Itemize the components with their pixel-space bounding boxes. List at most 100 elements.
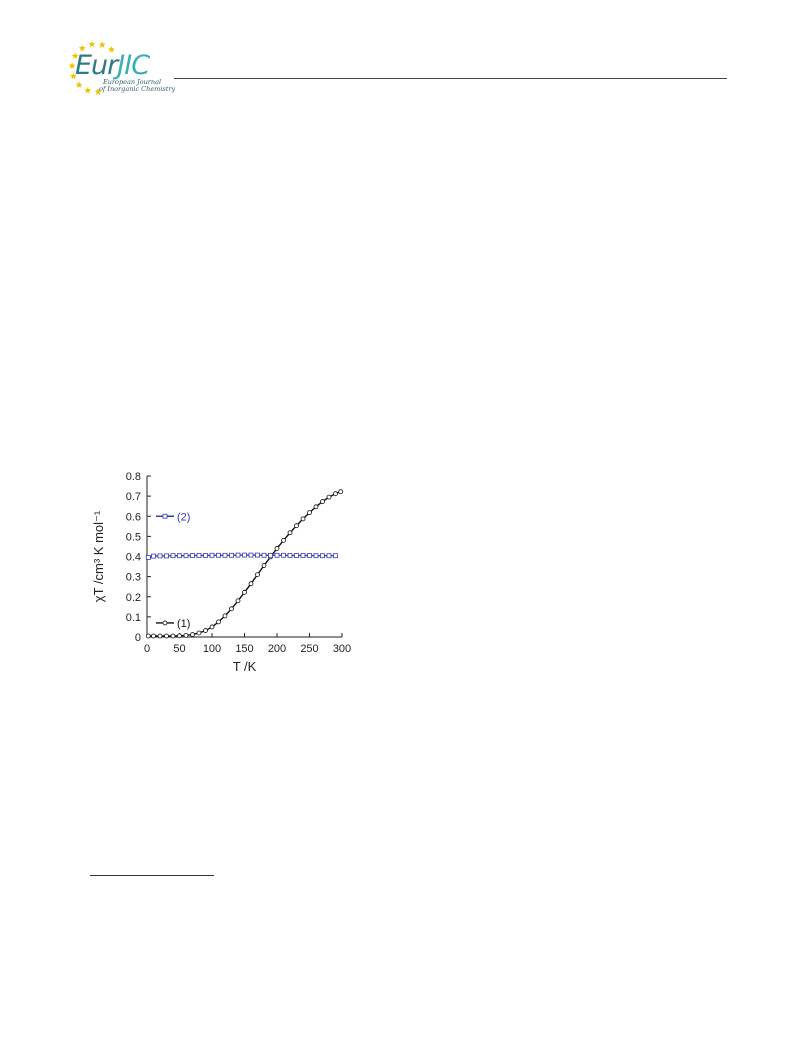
logo-star-icon [71,52,79,59]
data-point [300,553,306,558]
data-point [326,553,332,559]
logo-word-eur: Eur [75,50,118,81]
data-point [294,553,299,558]
y-axis-label: χT /cm³ K mol⁻¹ [91,510,106,602]
y-tick-label: 0.6 [126,511,141,523]
x-tick-label: 150 [235,643,253,655]
data-point [307,510,312,516]
legend-marker [162,513,168,519]
x-axis-label: T /K [233,659,257,674]
data-point [170,553,176,559]
data-point [190,632,195,637]
data-point [326,494,332,500]
data-point [242,589,247,595]
header-rule [174,78,727,79]
y-tick-label: 0.8 [126,471,141,483]
data-point [190,553,195,558]
data-point [320,553,325,559]
data-point [222,552,228,558]
data-point [268,552,273,558]
data-point [242,552,247,558]
journal-header: EurJIC European Journal of Inorganic Che… [0,0,789,110]
logo-stars-icon [68,42,115,95]
y-tick-label: 0.5 [126,531,141,543]
data-point [255,572,260,578]
chart: 0 0.1 0.2 0.3 0.4 0.5 0.6 0.7 0.8 0 50 100 150 200 250… [85,462,360,680]
y-tick-label: 0.2 [126,592,141,604]
data-point [235,552,241,558]
data-point [313,504,319,510]
data-point [313,553,319,559]
x-tick-label: 0 [144,643,150,655]
data-point [145,555,151,560]
x-tick-label: 200 [268,643,286,655]
data-point [145,633,151,639]
data-point [203,628,208,633]
data-point [170,633,176,639]
data-point [248,552,254,558]
data-point [157,633,163,639]
logo-star-icon [75,81,83,88]
chart-series-layer [145,489,344,639]
data-point [274,546,280,551]
data-point [151,553,156,559]
data-point [196,553,202,558]
data-point [177,633,182,639]
footnote-rule [90,875,214,876]
data-point [333,491,338,497]
data-point [281,538,286,543]
data-point [235,598,241,604]
logo-star-icon [70,72,77,80]
data-point [294,523,299,529]
data-point [287,530,293,536]
logo-star-icon [108,46,115,53]
data-point [333,553,338,559]
data-point [261,563,267,568]
data-point [151,633,156,639]
data-point [164,553,169,559]
logo-star-icon [94,88,102,95]
data-point [209,624,215,630]
data-point [157,553,163,559]
chart-svg: 0 0.1 0.2 0.3 0.4 0.5 0.6 0.7 0.8 0 50 100 150 200 250… [91,471,351,674]
y-tick-label: 0.7 [126,491,141,503]
data-point [216,619,221,625]
x-tick-label: 100 [203,643,221,655]
y-tick-label: 0.3 [126,572,141,584]
data-point [320,499,325,504]
logo-star-icon [78,44,86,52]
data-point [287,553,293,558]
data-point [274,552,280,558]
data-point [281,552,286,558]
logo-star-icon [88,42,96,48]
data-point [209,552,215,558]
x-tick-label: 50 [173,643,185,655]
data-point [183,632,189,638]
chart-axes: 0 0.1 0.2 0.3 0.4 0.5 0.6 0.7 0.8 0 50 100 150 200 250… [126,471,351,655]
data-point [203,553,208,558]
y-tick-label: 0.1 [126,612,141,624]
logo-subtitle-line-1: European Journal [103,78,162,86]
x-tick-label: 250 [300,643,318,655]
data-point [300,516,306,522]
data-point [177,553,182,559]
data-point [183,553,189,559]
legend-label: (2) [177,511,190,523]
x-tick-label: 300 [333,643,351,655]
data-point [229,552,234,558]
data-point [164,633,169,639]
logo-word-jic: JIC [117,50,150,81]
legend-label: (1) [177,618,190,630]
data-point [307,553,312,558]
y-tick-label: 0 [135,632,141,644]
journal-logo: EurJIC [75,50,150,81]
data-point [255,552,260,558]
data-point [216,552,221,558]
chart-legend: (2) (1) [156,511,190,630]
y-tick-label: 0.4 [126,552,141,564]
data-point [222,613,228,619]
data-point [229,606,234,612]
data-point [261,552,267,558]
logo-star-icon [68,62,76,69]
logo-star-icon [84,86,92,94]
